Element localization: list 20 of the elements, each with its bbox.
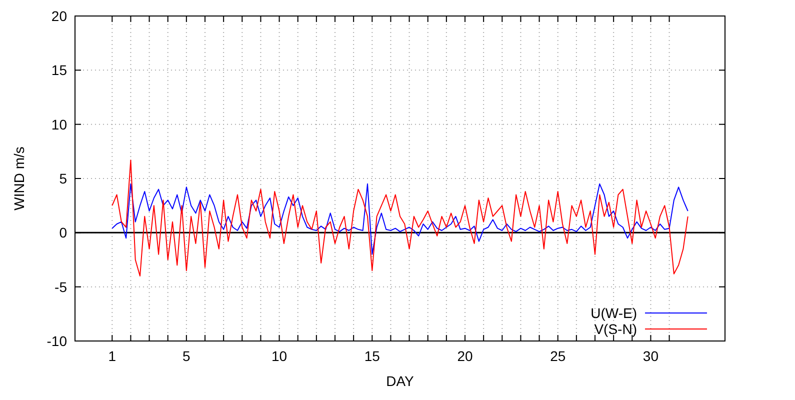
legend-label: U(W-E) bbox=[590, 305, 637, 321]
x-axis-title: DAY bbox=[386, 373, 415, 389]
x-tick-label: 15 bbox=[364, 348, 380, 364]
y-tick-label: 0 bbox=[59, 224, 68, 241]
x-tick-label: 10 bbox=[271, 348, 288, 364]
y-tick-label: -5 bbox=[54, 278, 68, 295]
x-tick-label: 30 bbox=[642, 348, 659, 364]
y-tick-label: 5 bbox=[59, 170, 68, 186]
y-tick-label: 20 bbox=[51, 8, 68, 24]
x-tick-label: 1 bbox=[108, 348, 116, 364]
line-series bbox=[112, 160, 688, 276]
y-tick-label: 10 bbox=[51, 116, 68, 132]
y-tick-label: 15 bbox=[51, 62, 68, 78]
x-tick-label: 5 bbox=[182, 348, 191, 364]
x-tick-label: 20 bbox=[457, 348, 473, 364]
x-tick-label: 25 bbox=[550, 348, 566, 364]
y-tick-label: -10 bbox=[46, 333, 68, 349]
legend-label: V(S-N) bbox=[594, 321, 637, 337]
line-series bbox=[112, 183, 688, 255]
y-axis-title: WIND m/s bbox=[11, 146, 27, 210]
